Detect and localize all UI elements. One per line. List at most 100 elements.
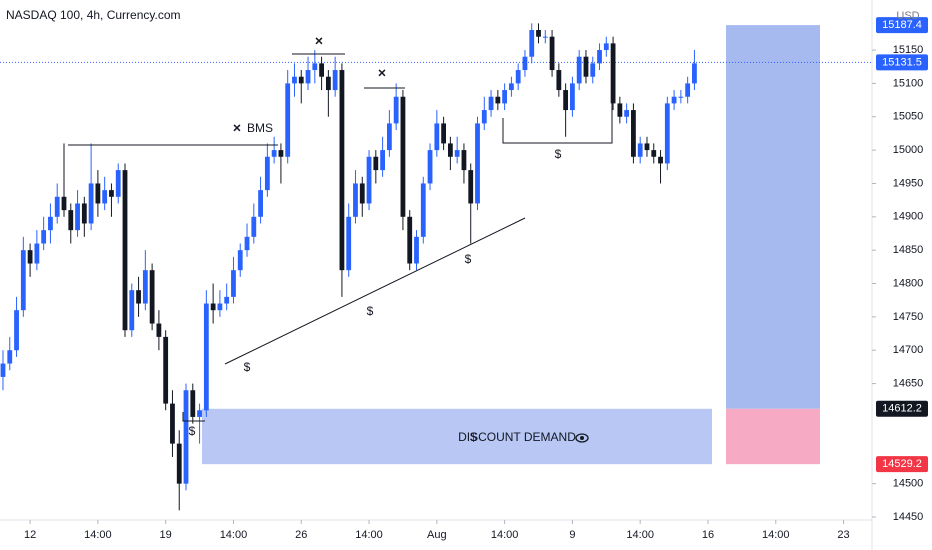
annotation: × [378,65,386,81]
x-tick-label: 14:00 [355,529,383,541]
candle-body [427,150,433,184]
trend-line [224,217,526,365]
annotation: $ [470,430,477,444]
candle-body [380,150,385,171]
candle-body [95,183,101,204]
candle-body [109,190,114,197]
candle-body [292,76,297,84]
candle-body [183,390,189,484]
candle-body [54,196,60,217]
candle-body [651,150,657,157]
chart-title: NASDAQ 100, 4h, Currency.com [6,8,181,22]
candle-body [34,243,40,264]
annotation: $ [367,304,374,318]
y-tick-label: 15000 [893,144,924,156]
candle-body [339,70,345,271]
candle-body [576,56,582,84]
candle-body [27,250,33,264]
candle-body [664,103,670,164]
candle-body [454,150,460,157]
candle-body [366,156,372,204]
candle-body [624,110,630,117]
candle-body [325,76,331,91]
x-tick-label: 19 [160,529,172,541]
candle-body [570,83,575,111]
candle-body [149,270,155,324]
candle-body [0,363,6,377]
candle-body [481,110,487,124]
candle-body [61,196,67,211]
x-tick-label: 23 [837,529,849,541]
candle-body [671,96,677,104]
candle-body [522,56,528,71]
candle-body [590,63,596,77]
candle-body [264,156,270,191]
x-tick-label: 12 [24,529,36,541]
candle-body [68,210,74,231]
eye-icon [575,433,589,443]
x-tick-label: Aug [427,529,447,541]
candle-body [603,43,609,51]
drawings [68,53,613,443]
y-tick-label: 14800 [893,277,924,289]
candle-body [461,150,467,171]
annotation: BMS [247,121,273,135]
candle-body [115,170,121,197]
candle-body [48,216,53,231]
candle-body [542,36,548,38]
x-tick-label: 26 [295,529,307,541]
axes: 15150 15100 15050 15000 14950 14900 14850 14800… [24,17,928,541]
price-label-box [876,456,928,473]
y-tick-label: 14700 [893,344,924,356]
candle-body [319,63,324,77]
candle-body [346,216,352,271]
candle-body [515,70,521,84]
y-tick-label: 14750 [893,311,924,323]
candle-body [88,183,94,224]
candle-body [163,336,169,404]
annotations: × BMS××$$$$$ $DISCOUNT DEMAND [189,33,577,444]
candles [0,23,697,511]
price-label: 15131.5 [882,56,922,68]
candle-body [278,150,284,157]
candle-body [231,270,236,297]
annotation: $ [244,360,251,374]
target-zone [726,25,820,409]
price-label: 15187.4 [882,19,922,31]
candle-body [7,350,13,364]
stop-zone [726,408,820,465]
candle-body [400,96,406,217]
candle-body [142,270,148,304]
y-tick-label: 14650 [893,377,924,389]
x-tick-label: 14:00 [762,529,790,541]
candle-body [468,170,474,204]
candle-body [129,290,135,331]
candle-body [197,410,202,417]
y-tick-label: 14450 [893,511,924,523]
price-label: 14612.2 [882,403,922,415]
candle-body [475,123,480,204]
candle-body [312,63,318,71]
y-tick-label: 14900 [893,211,924,223]
candle-body [251,216,257,237]
candle-body [170,403,175,444]
annotation: $ [465,252,472,266]
candle-body [502,90,508,104]
candle-body [203,303,209,411]
x-tick-label: 16 [702,529,714,541]
candle-body [81,203,87,224]
candle-body [353,183,358,217]
candle-body [217,303,223,311]
currency: USD [896,10,919,22]
liquidity-line [502,100,613,144]
candle-body [447,143,453,157]
candle-body [420,183,426,237]
y-tick-label: 15150 [893,44,924,56]
candle-body [529,30,535,57]
liquidity-line [182,412,205,422]
candle-body [692,63,697,84]
candle-body [373,156,379,171]
candle-body [658,156,663,164]
annotation: $ [555,147,562,161]
